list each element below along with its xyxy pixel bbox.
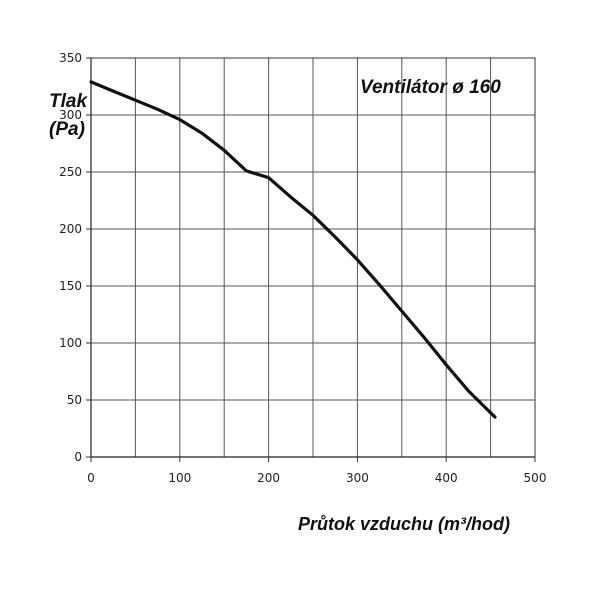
x-tick-label: 0 [87,471,95,485]
y-axis-label-line1: Tlak [49,91,88,112]
y-tick-labels: 0 50 100 150 200 250 300 350 [59,51,91,464]
x-tick-label: 100 [168,471,191,485]
y-tick-label: 150 [59,279,82,293]
y-tick-label: 200 [59,222,82,236]
y-axis-label-line2: (Pa) [49,119,85,140]
x-tick-label: 500 [524,471,547,485]
series-group [89,80,497,419]
x-tick-label: 400 [435,471,458,485]
x-tick-labels: 0 100 200 300 400 500 [87,457,546,485]
axes [90,57,536,458]
x-tick-label: 200 [257,471,280,485]
series-line [89,80,497,419]
chart-title: Ventilátor ø 160 [360,77,501,98]
grid [91,57,535,457]
y-tick-label: 50 [67,393,82,407]
y-tick-label: 300 [59,108,82,122]
y-tick-label: 250 [59,165,82,179]
y-tick-label: 0 [74,450,82,464]
x-tick-label: 300 [346,471,369,485]
x-axis-label: Průtok vzduchu (m³/hod) [298,514,510,534]
y-tick-label: 100 [59,336,82,350]
y-tick-label: 350 [59,51,82,65]
